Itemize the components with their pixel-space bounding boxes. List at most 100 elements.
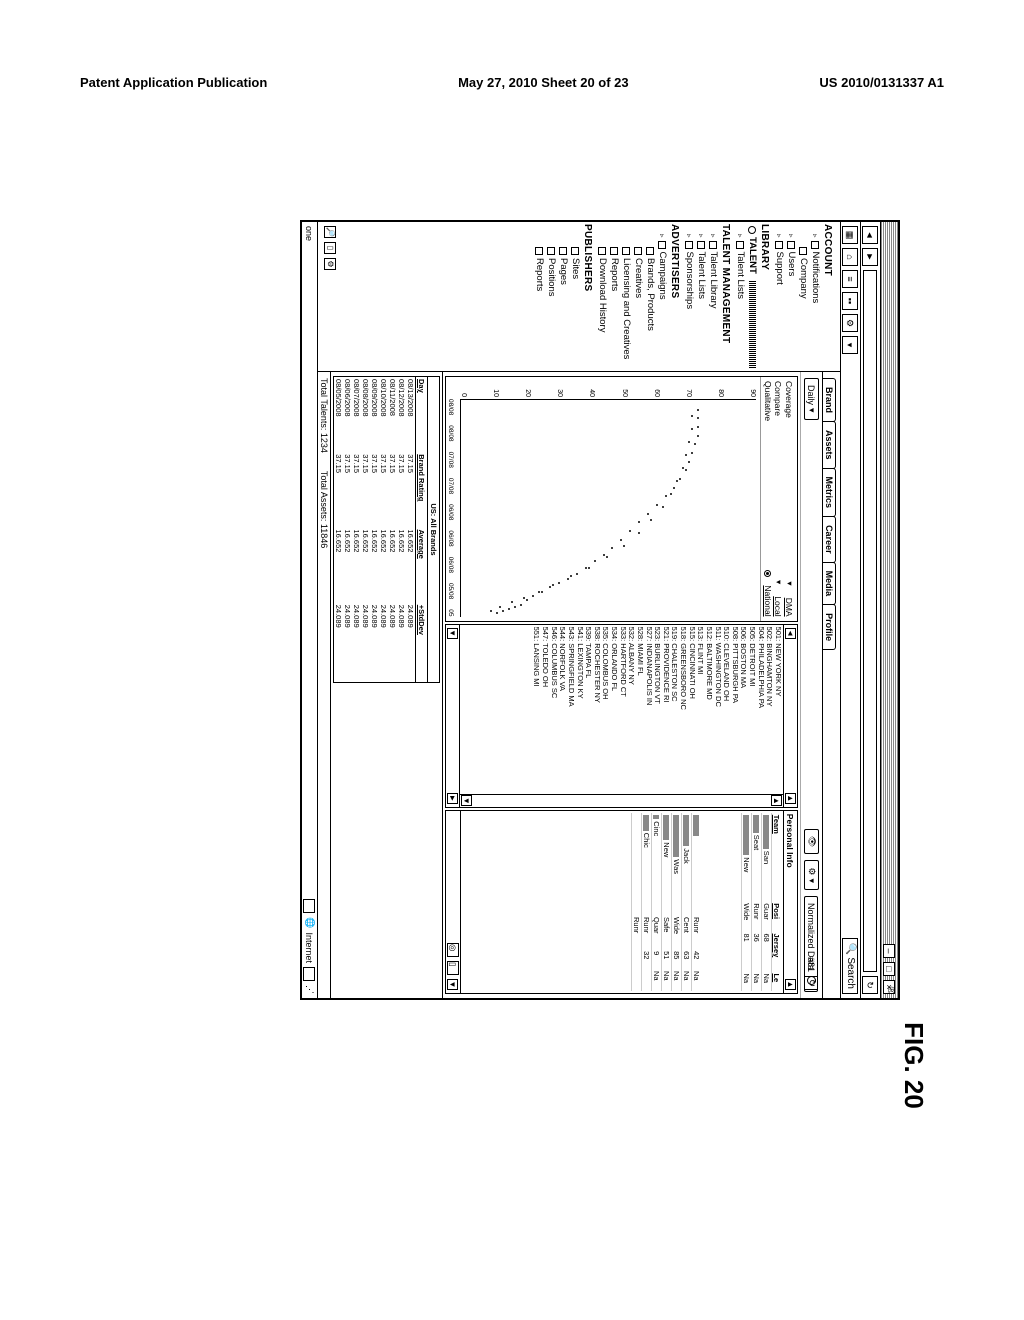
toolbar-dropdown[interactable]: ▾ — [843, 336, 859, 354]
dma-item[interactable]: 512: BALTIMORE MD — [704, 627, 713, 792]
panel-icon[interactable]: ◎ — [447, 943, 459, 957]
dma-scrollbar[interactable]: ▲ ▼ — [460, 794, 783, 807]
sidebar-item-download-history[interactable]: Download History — [597, 224, 608, 369]
maximize-button[interactable]: □ — [884, 962, 896, 976]
local-search-icon[interactable]: 🔎 — [324, 226, 336, 238]
sidebar-item-brands-products[interactable]: Brands, Products — [645, 224, 656, 369]
sidebar-item-talent-lists2[interactable]: ▹Talent Lists — [696, 224, 707, 369]
sidebar-item-company[interactable]: Company — [798, 224, 809, 369]
dma-item[interactable]: 547: TOLEDO OH — [541, 627, 550, 792]
table-row[interactable]: 08/11/200837.1516.65224.089 — [388, 377, 397, 682]
refresh-icon[interactable]: ↻ — [863, 976, 879, 994]
sidebar-item-pages[interactable]: Pages — [558, 224, 569, 369]
sidebar-item-notifications[interactable]: ▹Notifications — [810, 224, 821, 369]
dma-item[interactable]: 544: NORFOLK VA — [558, 627, 567, 792]
table-row[interactable]: 08/13/200837.1516.65224.089 — [406, 377, 415, 682]
browser-search[interactable]: 🔍 Search — [843, 938, 859, 994]
sidebar-item-reports[interactable]: Reports — [609, 224, 620, 369]
dma-item[interactable]: 539: TAMPA FL — [584, 627, 593, 792]
address-bar[interactable] — [864, 270, 878, 972]
dma-item[interactable]: 510: CLEVELAND OH — [722, 627, 731, 792]
dma-item[interactable]: 527: INDIANAPOLIS IN — [644, 627, 653, 792]
qualitative-option[interactable]: QualitativeNational — [763, 381, 773, 617]
table-row[interactable]: CincQuar9Na — [652, 813, 662, 991]
scroll-up-button[interactable]: ▲ — [785, 793, 796, 804]
panel-icon[interactable]: ▯ — [447, 961, 459, 975]
tab-assets[interactable]: Assets — [823, 421, 836, 469]
toolbar-icon[interactable]: ≡ — [843, 270, 859, 288]
table-row[interactable]: 08/06/200837.1516.65224.089 — [343, 377, 352, 682]
table-row[interactable]: 08/05/200837.1516.65224.089 — [334, 377, 343, 682]
sidebar-item-talent-lists[interactable]: ▹Talent Lists — [735, 224, 746, 369]
scroll-down-button[interactable]: ▼ — [448, 979, 459, 990]
dma-list[interactable]: 501: NEW YORK NY502: BINGHAMTON NY504: P… — [460, 625, 783, 794]
dma-item[interactable]: 543: SPRINGFIELD MA — [566, 627, 575, 792]
dma-item[interactable]: 535: COLOMBUS OH — [601, 627, 610, 792]
toolbar-icon[interactable]: ▦ — [843, 226, 859, 244]
refresh-button[interactable]: ↻ — [804, 976, 818, 990]
scroll-down-icon[interactable]: ▼ — [461, 795, 472, 806]
toolbar-icon[interactable]: ▪▪ — [843, 292, 859, 310]
table-row[interactable]: 08/07/200837.1516.65224.089 — [352, 377, 361, 682]
sidebar-item-sites[interactable]: Sites — [570, 224, 581, 369]
local-pause-icon[interactable]: ▯ — [324, 242, 336, 254]
sidebar-item-sponsorships[interactable]: ▹Sponsorships — [684, 224, 695, 369]
compare-option[interactable]: Compare▾Local — [773, 381, 784, 617]
tab-metrics[interactable]: Metrics — [823, 468, 836, 518]
table-row[interactable]: Runr42Na — [692, 813, 702, 991]
dma-item[interactable]: 508: PITTSBURGH PA — [730, 627, 739, 792]
dma-item[interactable]: 533: HARTFORD CT — [618, 627, 627, 792]
forward-button[interactable]: ► — [863, 248, 879, 266]
dma-item[interactable]: 515: CINCINNATI OH — [687, 627, 696, 792]
scroll-right-button[interactable]: ► — [447, 793, 458, 804]
table-row[interactable]: SeatRunr36Na — [752, 813, 762, 991]
dma-item[interactable]: 546: COLUMBUS SC — [549, 627, 558, 792]
table-row[interactable]: 08/08/200837.1516.65224.089 — [361, 377, 370, 682]
table-row[interactable]: SanGuar68Na — [762, 813, 772, 991]
back-button[interactable]: ◄ — [863, 226, 879, 244]
local-gear-icon[interactable]: ⚙ — [324, 258, 336, 270]
table-row[interactable]: JackCent63Na — [682, 813, 692, 991]
scroll-down-button[interactable]: ▼ — [447, 628, 458, 639]
dma-item[interactable]: 538: ROCHESTER NY — [592, 627, 601, 792]
sidebar-item-licensing[interactable]: Licensing and Creatives — [621, 224, 632, 369]
dma-item[interactable]: 502: BINGHAMTON NY — [765, 627, 774, 792]
toolbar-icon[interactable]: ⚙ — [843, 314, 859, 332]
dma-item[interactable]: 523: BURLINGTON VT — [653, 627, 662, 792]
sidebar-item-creatives[interactable]: Creatives — [633, 224, 644, 369]
dma-item[interactable]: 521: PROVIDENCE RI — [661, 627, 670, 792]
dma-item[interactable]: 541: LEXINGTON KY — [575, 627, 584, 792]
dma-item[interactable]: 528: MIAMI FL — [635, 627, 644, 792]
dma-item[interactable]: 511: WASHINGTON DC — [713, 627, 722, 792]
daily-dropdown[interactable]: Daily▾ — [804, 378, 819, 420]
dma-item[interactable]: 504: PHILADELPHIA PA — [756, 627, 765, 792]
table-row[interactable]: 08/10/200837.1516.65224.089 — [379, 377, 388, 682]
gear-dropdown[interactable]: ⚙▾ — [804, 860, 819, 890]
tab-career[interactable]: Career — [823, 516, 836, 563]
dma-item[interactable]: 506: BOSTON MA — [739, 627, 748, 792]
dma-item[interactable]: 501: NEW YORK NY — [773, 627, 782, 792]
dma-item[interactable]: 534: ORLANDO FL — [610, 627, 619, 792]
sidebar-item-talent-library[interactable]: ▹Talent Library — [708, 224, 719, 369]
toolbar-icon[interactable]: ⌂ — [843, 248, 859, 266]
eye-toggle[interactable]: 👁 — [804, 829, 819, 854]
dma-item[interactable]: 505: DETROIT MI — [748, 627, 757, 792]
dma-item[interactable]: 519: CHALESTON SC — [670, 627, 679, 792]
table-row[interactable]: ChicRunr32 — [642, 813, 652, 991]
resize-grip-icon[interactable]: ⋰ — [304, 985, 315, 994]
table-row[interactable]: WasWide85Na — [672, 813, 682, 991]
scroll-up-icon[interactable]: ▲ — [771, 795, 782, 806]
sidebar-item-campaigns[interactable]: ▹Campaigns — [657, 224, 668, 369]
tab-media[interactable]: Media — [823, 562, 836, 606]
table-row[interactable]: NewSafe51Na — [662, 813, 672, 991]
sidebar-item-positions[interactable]: Positions — [546, 224, 557, 369]
sidebar-item-users[interactable]: ▹Users — [786, 224, 797, 369]
sidebar-item-reports2[interactable]: Reports — [534, 224, 545, 369]
tab-brand[interactable]: Brand — [823, 378, 836, 422]
dma-item[interactable]: 513: FLINT MI — [696, 627, 705, 792]
table-row[interactable]: 08/09/200837.1516.65224.089 — [370, 377, 379, 682]
table-row[interactable]: NewWide81Na — [742, 813, 752, 991]
scroll-up-button[interactable]: ▲ — [785, 979, 796, 990]
minimize-button[interactable]: – — [884, 944, 896, 958]
sidebar-item-support[interactable]: ▹Support — [774, 224, 785, 369]
